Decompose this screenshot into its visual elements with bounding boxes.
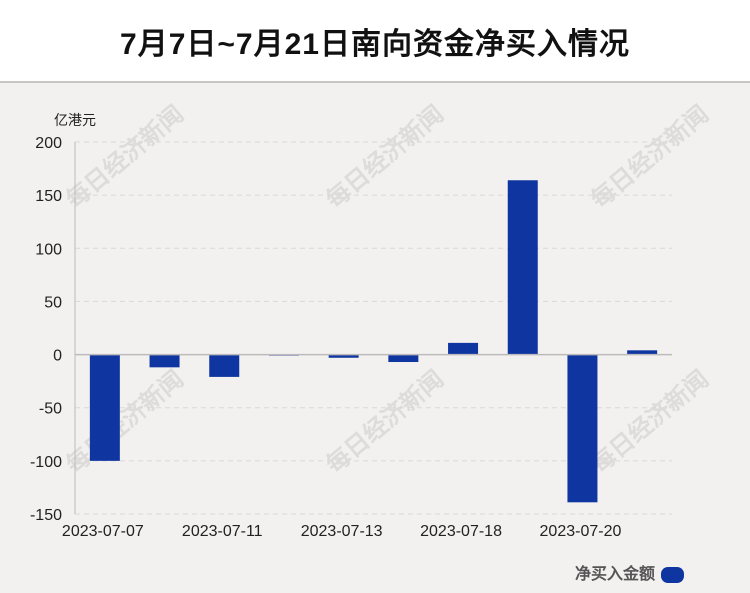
title-bar: 7月7日~7月21日南向资金净买入情况 [0, 0, 750, 83]
bar [328, 354, 359, 358]
bar [89, 354, 120, 461]
legend-swatch [661, 567, 684, 583]
watermark-text: 每日经济新闻 [321, 365, 449, 479]
chart-title: 7月7日~7月21日南向资金净买入情况 [120, 27, 630, 61]
bar [209, 354, 240, 377]
watermark-text: 每日经济新闻 [61, 365, 189, 479]
x-tick-label: 2023-07-13 [301, 523, 383, 540]
y-tick-label: 100 [35, 241, 62, 258]
x-axis: 2023-07-07 2023-07-11 2023-07-13 2023-07-18… [62, 523, 622, 540]
watermark-text: 每日经济新闻 [321, 100, 449, 214]
watermark-text: 每日经济新闻 [586, 365, 714, 479]
y-axis-unit-label: 亿港元 [54, 112, 96, 128]
y-tick-label: 50 [44, 294, 62, 311]
y-tick-label: 150 [35, 188, 62, 205]
legend: 净买入金额 [575, 564, 684, 583]
y-tick-label: 0 [53, 348, 62, 365]
y-axis: 200 150 100 50 0 -50 -100 -150 [30, 135, 76, 524]
y-tick-label: 200 [35, 135, 62, 152]
x-tick-label: 2023-07-11 [182, 523, 263, 540]
x-tick-label: 2023-07-18 [420, 523, 502, 540]
bar [567, 354, 598, 503]
bar [149, 354, 180, 368]
bar [448, 342, 479, 355]
bar [627, 350, 658, 355]
y-tick-label: -150 [30, 507, 62, 524]
y-tick-label: -100 [30, 454, 62, 471]
x-tick-label: 2023-07-07 [62, 523, 144, 540]
y-tick-label: -50 [39, 401, 62, 418]
bars [75, 180, 672, 503]
bar [507, 180, 538, 355]
watermark-text: 每日经济新闻 [586, 100, 714, 214]
x-tick-label: 2023-07-20 [540, 523, 622, 540]
bar [388, 354, 419, 363]
legend-label: 净买入金额 [575, 564, 655, 583]
